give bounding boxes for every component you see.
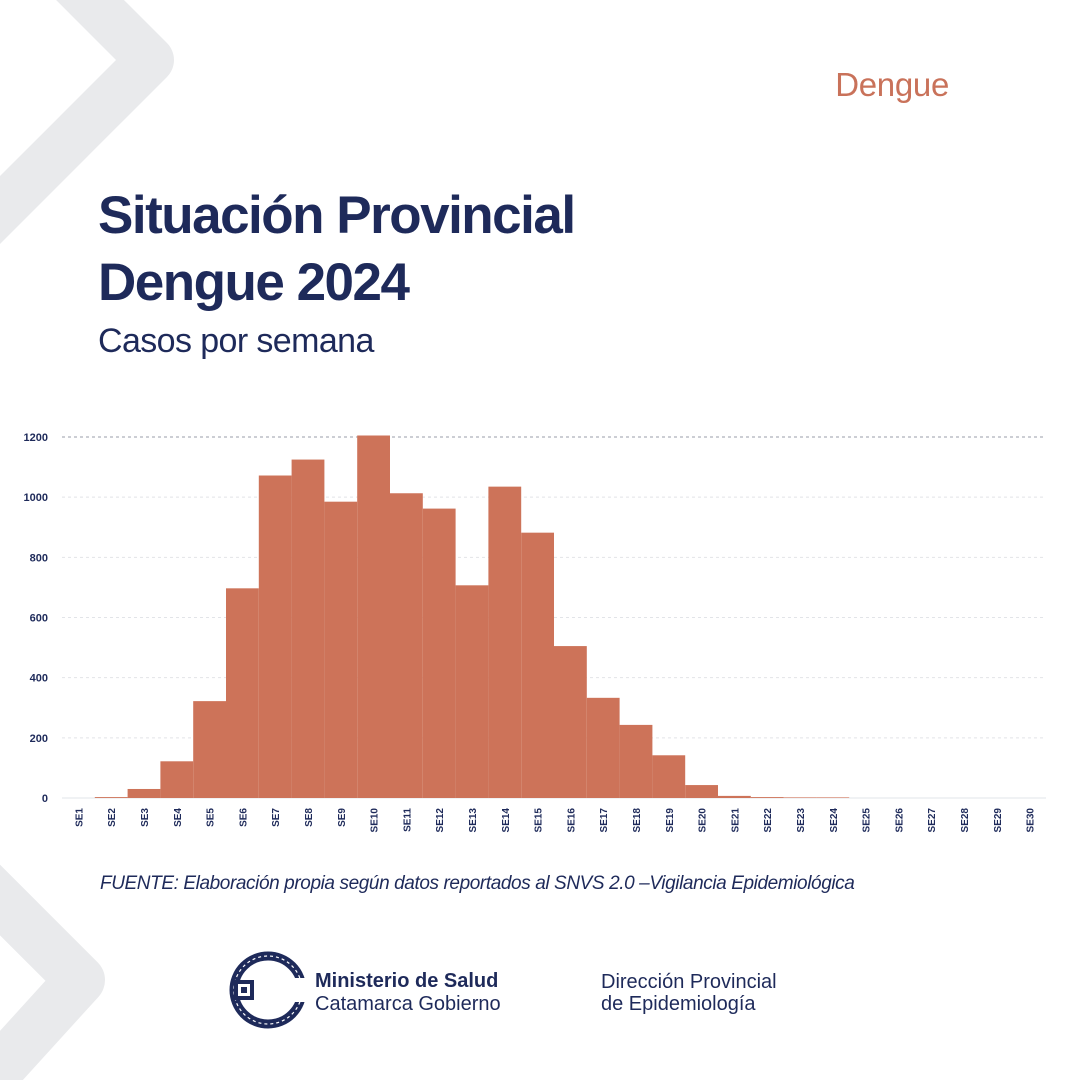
x-tick-label: SE26 <box>894 808 905 833</box>
bar-se7 <box>258 475 292 798</box>
ministry-logo-icon <box>229 951 308 1029</box>
y-tick-label: 600 <box>30 613 48 625</box>
title-line-1: Situación Provincial <box>98 186 576 245</box>
page-subtitle: Casos por semana <box>98 322 374 360</box>
x-tick-label: SE29 <box>993 808 1004 833</box>
bar-se22 <box>750 797 784 798</box>
x-tick-label: SE25 <box>862 808 873 833</box>
title-line-2: Dengue 2024 <box>98 253 410 312</box>
x-tick-label: SE13 <box>468 808 479 833</box>
bar-se10 <box>357 435 390 798</box>
bar-se20 <box>685 785 718 798</box>
bar-se9 <box>324 501 358 798</box>
x-tick-label: SE14 <box>501 808 512 833</box>
bar-se13 <box>455 585 489 798</box>
x-axis-ticks: SE1 SE2 SE3 SE4 SE5 SE6 SE7 SE8 SE9 SE10 SE11 SE12 S… <box>74 808 1036 833</box>
x-tick-label: SE17 <box>599 808 610 833</box>
x-tick-label: SE3 <box>140 808 151 827</box>
x-tick-label: SE4 <box>173 808 184 827</box>
x-tick-label: SE9 <box>337 808 348 827</box>
bar-se6 <box>226 588 259 798</box>
x-tick-label: SE20 <box>698 808 709 833</box>
x-tick-label: SE30 <box>1026 808 1037 833</box>
y-tick-label: 1000 <box>24 492 48 504</box>
bar-se15 <box>521 532 554 798</box>
bar-se16 <box>554 646 587 798</box>
y-tick-label: 200 <box>30 733 48 745</box>
x-tick-label: SE1 <box>74 808 85 827</box>
bar-se3 <box>127 788 161 798</box>
x-tick-label: SE12 <box>435 808 446 833</box>
bars <box>94 435 850 798</box>
x-tick-label: SE21 <box>730 808 741 833</box>
directorate-line-2: de Epidemiología <box>601 993 756 1015</box>
bar-se5 <box>193 701 226 798</box>
x-tick-label: SE2 <box>107 808 118 827</box>
bar-se23 <box>783 797 817 798</box>
x-tick-label: SE28 <box>960 808 971 833</box>
y-tick-label: 400 <box>30 673 48 685</box>
ministry-name: Ministerio de Salud <box>315 970 499 992</box>
bar-se12 <box>422 508 456 798</box>
y-axis-ticks: 0 200 400 600 800 1000 1200 <box>24 432 48 805</box>
topic-tag: Dengue <box>835 66 949 103</box>
bar-se24 <box>816 797 850 798</box>
bar-se21 <box>718 795 751 798</box>
bar-se4 <box>160 761 194 798</box>
bar-se11 <box>390 493 423 798</box>
source-note: FUENTE: Elaboración propia según datos r… <box>100 873 855 894</box>
x-tick-label: SE11 <box>402 808 413 832</box>
bar-se14 <box>488 486 522 798</box>
bar-se2 <box>94 797 128 798</box>
y-tick-label: 0 <box>42 793 48 805</box>
cases-per-week-chart: 0 200 400 600 800 1000 1200 SE1 SE2 SE3 SE4 SE5 SE6… <box>24 432 1046 833</box>
page-title: Situación Provincial Dengue 2024 <box>98 182 576 316</box>
x-tick-label: SE6 <box>238 808 249 827</box>
x-tick-label: SE22 <box>763 808 774 833</box>
x-tick-label: SE8 <box>304 808 315 827</box>
bar-se17 <box>586 697 620 798</box>
y-tick-label: 1200 <box>24 432 48 444</box>
x-tick-label: SE23 <box>796 808 807 833</box>
directorate-line-1: Dirección Provincial <box>601 971 777 993</box>
bar-se18 <box>619 724 653 798</box>
x-tick-label: SE19 <box>665 808 676 833</box>
x-tick-label: SE18 <box>632 808 643 833</box>
x-tick-label: SE16 <box>566 808 577 833</box>
x-tick-label: SE27 <box>927 808 938 833</box>
y-tick-label: 800 <box>30 552 48 564</box>
x-tick-label: SE24 <box>829 808 840 833</box>
bar-se19 <box>652 755 686 798</box>
government-name: Catamarca Gobierno <box>315 993 501 1015</box>
x-tick-label: SE15 <box>534 808 545 833</box>
bar-se8 <box>291 459 325 798</box>
x-tick-label: SE10 <box>370 808 381 833</box>
x-tick-label: SE5 <box>206 808 217 827</box>
x-tick-label: SE7 <box>271 808 282 827</box>
